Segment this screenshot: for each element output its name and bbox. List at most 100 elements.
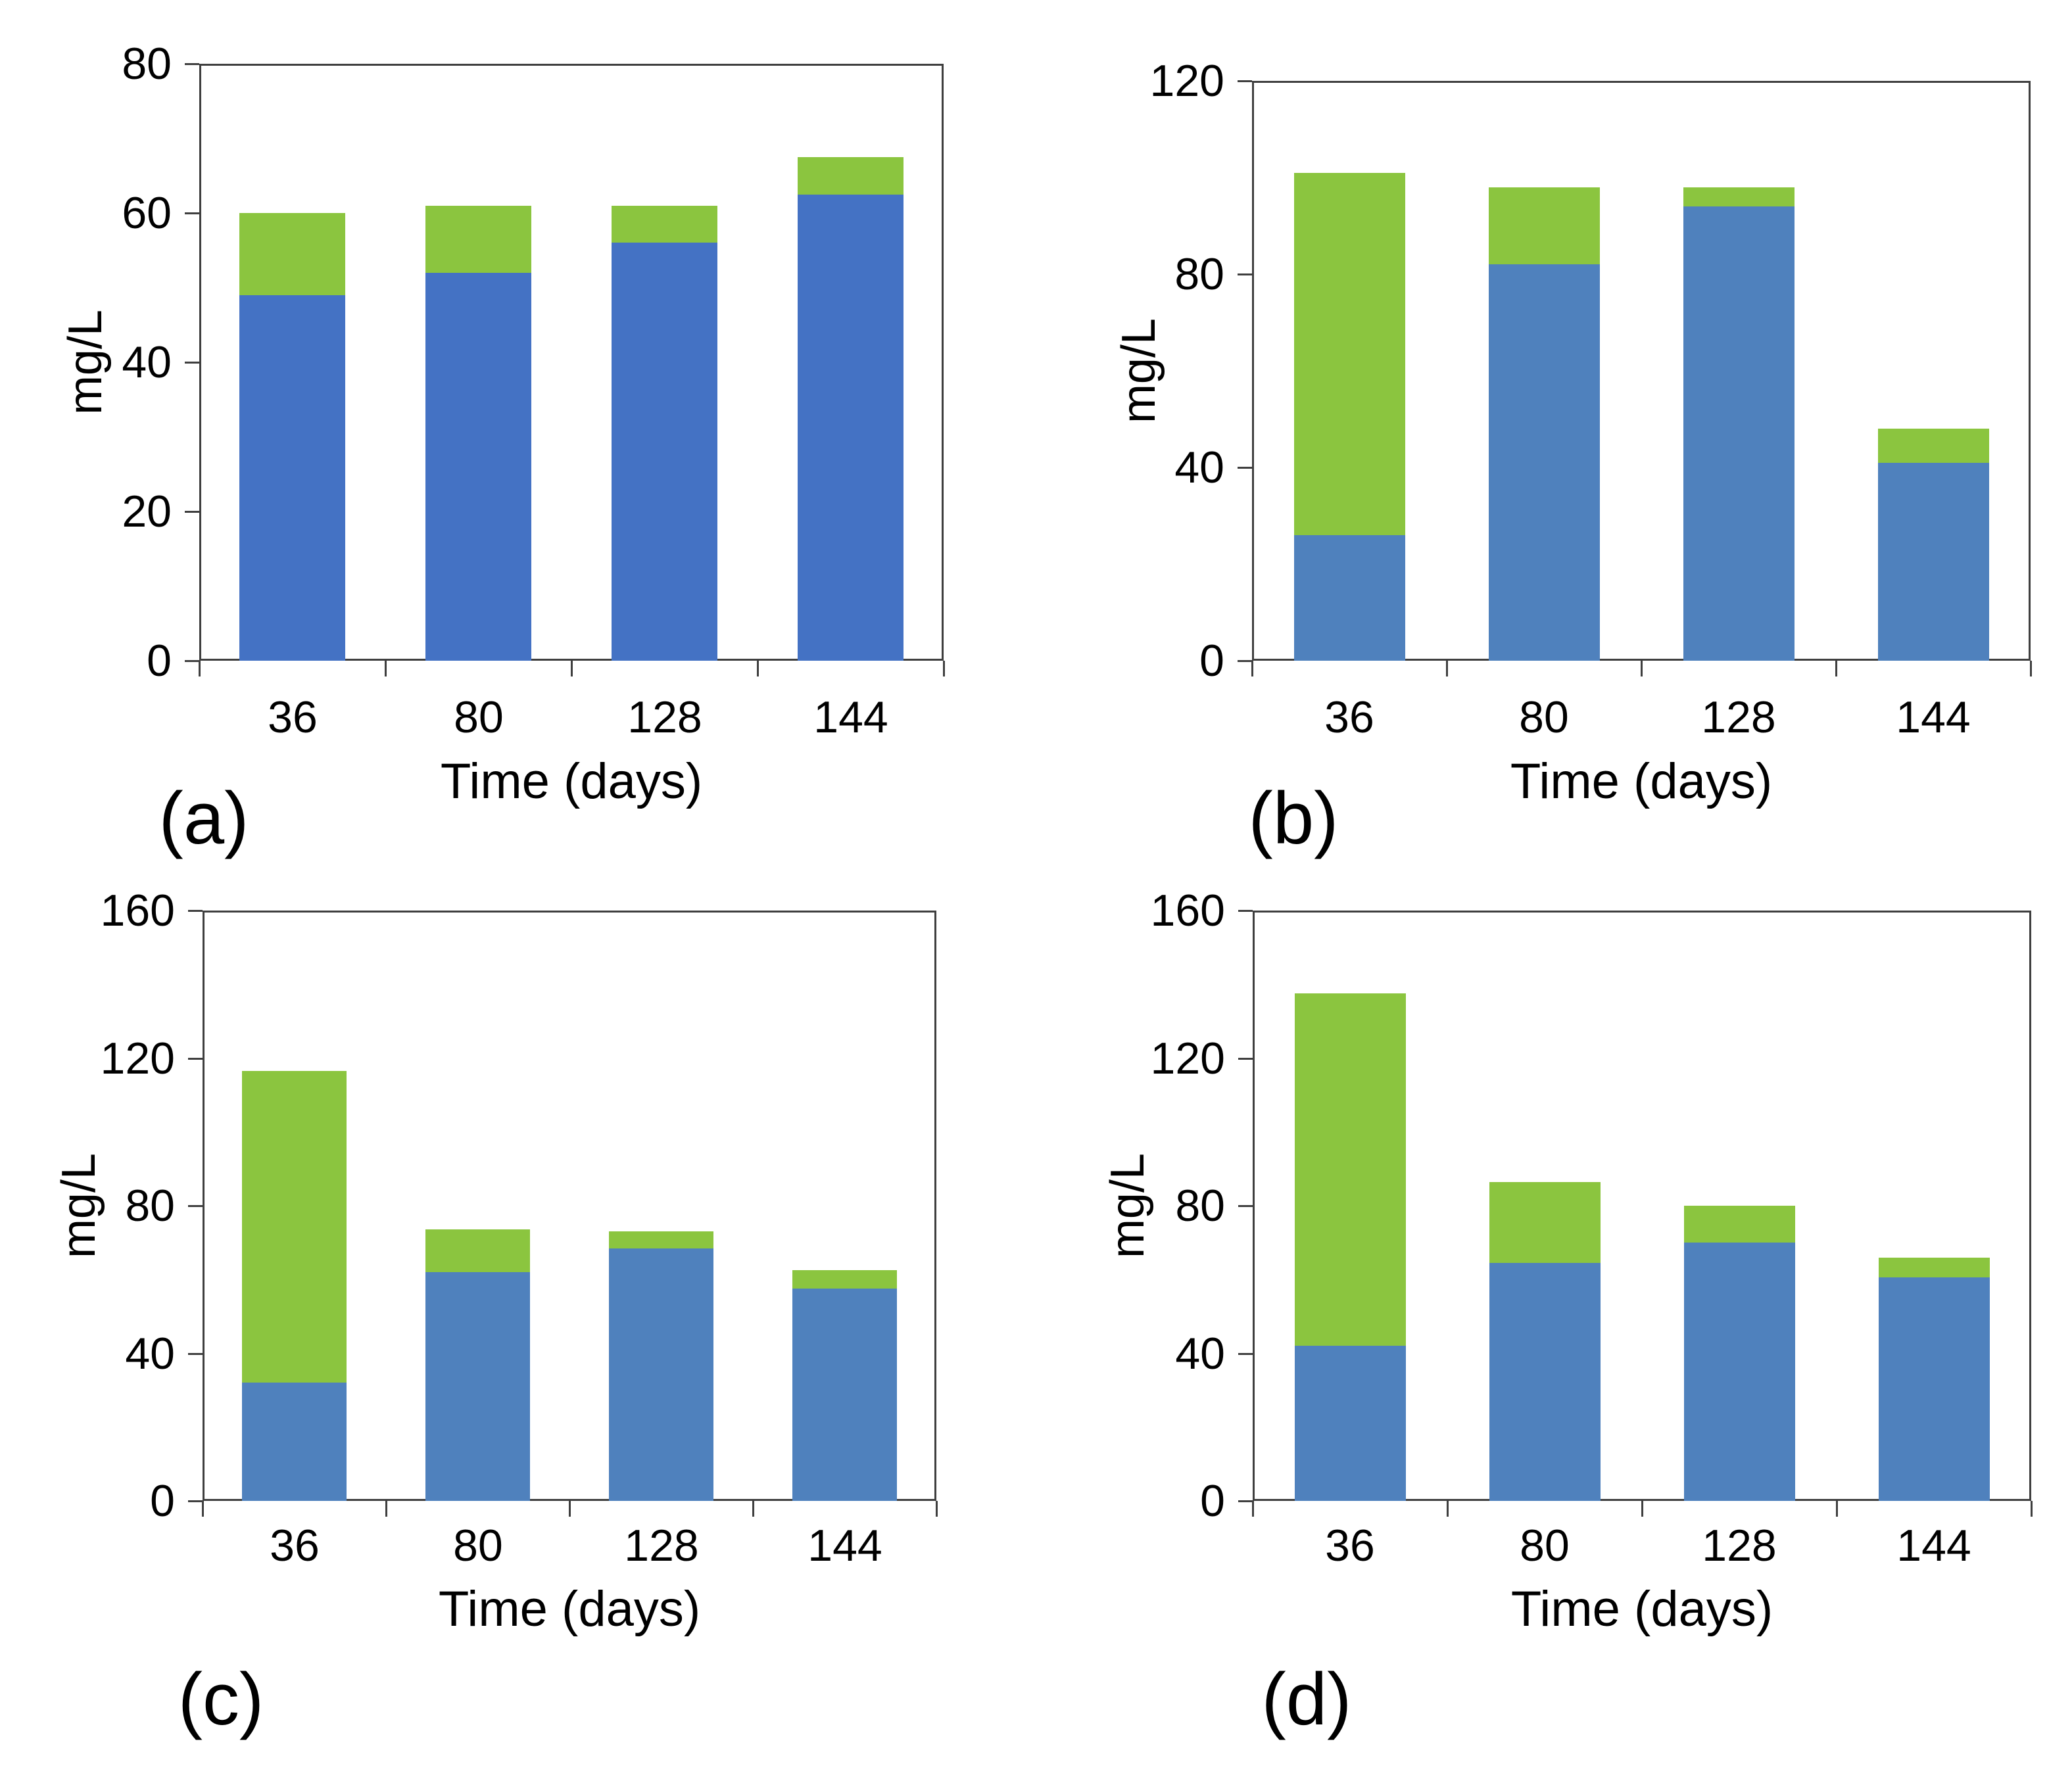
bar-segment-green: [242, 1071, 347, 1383]
x-axis-tick-label: 80: [1520, 1521, 1570, 1571]
y-axis-tick-label: 80: [122, 39, 172, 89]
x-axis-tick-label: 144: [813, 692, 888, 742]
x-axis-tick-label: 36: [268, 692, 318, 742]
bar-segment-blue: [1879, 1277, 1990, 1501]
y-axis-tick-label: 0: [150, 1476, 175, 1526]
y-axis-tick: [1238, 80, 1252, 82]
y-axis-title: mg/L: [1113, 318, 1165, 424]
x-axis-tick-label: 80: [453, 1521, 503, 1571]
y-axis-tick: [1238, 467, 1252, 469]
y-axis-tick: [1238, 1205, 1253, 1207]
y-axis-tick: [1238, 1500, 1253, 1502]
x-axis-tick-label: 144: [1896, 692, 1971, 742]
y-axis-tick-label: 80: [125, 1181, 175, 1231]
y-axis-tick: [188, 910, 203, 912]
x-axis-tick-label: 36: [1325, 1521, 1375, 1571]
bar-segment-green: [239, 213, 345, 295]
x-axis-tick: [943, 661, 945, 676]
bar-segment-green: [1489, 187, 1600, 265]
y-axis-tick: [185, 212, 199, 214]
bar-segment-green: [1489, 1181, 1601, 1263]
bar-segment-green: [1683, 187, 1795, 207]
x-axis-tick: [2030, 661, 2032, 676]
y-axis-title: mg/L: [1101, 1152, 1154, 1259]
y-axis-tick-label: 40: [122, 337, 172, 387]
y-axis-tick: [188, 1205, 203, 1207]
x-axis-tick-label: 36: [1324, 692, 1374, 742]
x-axis-tick: [757, 661, 759, 676]
y-axis-tick-label: 80: [1174, 249, 1224, 299]
bar-segment-green: [1879, 1257, 1990, 1278]
bar-segment-blue: [792, 1289, 897, 1501]
bar-segment-blue: [1294, 534, 1405, 661]
bar-segment-green: [798, 156, 903, 195]
y-axis-tick: [188, 1500, 203, 1502]
y-axis-tick: [185, 63, 199, 65]
y-axis-tick: [185, 511, 199, 513]
bar-segment-blue: [609, 1248, 713, 1501]
x-axis-tick-label: 80: [454, 692, 504, 742]
bar-segment-green: [792, 1270, 897, 1289]
x-axis-tick: [202, 1501, 204, 1517]
bar-segment-green: [425, 1229, 530, 1272]
bar-segment-blue: [798, 194, 903, 661]
x-axis-tick: [2031, 1501, 2033, 1517]
y-axis-tick-label: 0: [147, 636, 172, 686]
y-axis-tick-label: 160: [1150, 886, 1225, 936]
bar-segment-green: [609, 1231, 713, 1248]
y-axis-tick-label: 120: [1149, 56, 1224, 106]
x-axis-tick-label: 144: [1896, 1521, 1971, 1571]
bar-segment-green: [1295, 993, 1406, 1346]
bar-segment-green: [1878, 429, 1989, 463]
x-axis-tick: [752, 1501, 754, 1517]
y-axis-tick: [188, 1352, 203, 1355]
x-axis-tick-label: 128: [1701, 692, 1776, 742]
x-axis-tick: [1836, 1501, 1838, 1517]
y-axis-tick: [1238, 273, 1252, 275]
y-axis-tick-label: 40: [125, 1328, 175, 1379]
x-axis-title: Time (days): [1510, 753, 1773, 809]
panel-label: (d): [1261, 1658, 1352, 1740]
y-axis-tick-label: 40: [1174, 442, 1224, 492]
x-axis-tick-label: 128: [1702, 1521, 1777, 1571]
bar-segment-blue: [242, 1383, 347, 1501]
y-axis-tick: [185, 362, 199, 364]
x-axis-tick: [1835, 661, 1837, 676]
y-axis-tick-label: 0: [1199, 636, 1224, 686]
y-axis-tick: [185, 660, 199, 662]
x-axis-title: Time (days): [1510, 1581, 1773, 1637]
bar-segment-green: [612, 205, 717, 243]
bar-segment-green: [1684, 1206, 1795, 1243]
x-axis-tick: [571, 661, 573, 676]
y-axis-tick: [1238, 1352, 1253, 1355]
x-axis-title: Time (days): [438, 1581, 701, 1637]
x-axis-tick: [1251, 661, 1253, 676]
y-axis-tick-label: 60: [122, 188, 172, 238]
bar-segment-blue: [239, 295, 345, 661]
bar-segment-blue: [1489, 264, 1600, 661]
y-axis-tick-label: 0: [1200, 1476, 1225, 1526]
bar-segment-blue: [612, 243, 717, 661]
x-axis-tick: [1641, 661, 1643, 676]
y-axis-tick-label: 160: [100, 886, 175, 936]
bar-segment-blue: [1295, 1346, 1406, 1501]
y-axis-tick-label: 40: [1175, 1328, 1225, 1379]
panel-label: (b): [1248, 777, 1339, 859]
y-axis-tick: [1238, 1057, 1253, 1060]
x-axis-tick: [569, 1501, 571, 1517]
y-axis-tick: [188, 1057, 203, 1060]
x-axis-tick: [1446, 661, 1448, 676]
y-axis-tick-label: 80: [1175, 1181, 1225, 1231]
x-axis-tick: [385, 661, 387, 676]
y-axis-title: mg/L: [59, 309, 112, 415]
bar-segment-green: [425, 205, 531, 273]
x-axis-tick: [936, 1501, 938, 1517]
bar-segment-blue: [425, 1272, 530, 1501]
x-axis-tick-label: 128: [627, 692, 702, 742]
x-axis-tick: [1641, 1501, 1643, 1517]
bar-segment-green: [1294, 172, 1405, 535]
bar-segment-blue: [1684, 1243, 1795, 1501]
x-axis-tick: [199, 661, 201, 676]
x-axis-title: Time (days): [440, 753, 703, 809]
y-axis-tick: [1238, 660, 1252, 662]
